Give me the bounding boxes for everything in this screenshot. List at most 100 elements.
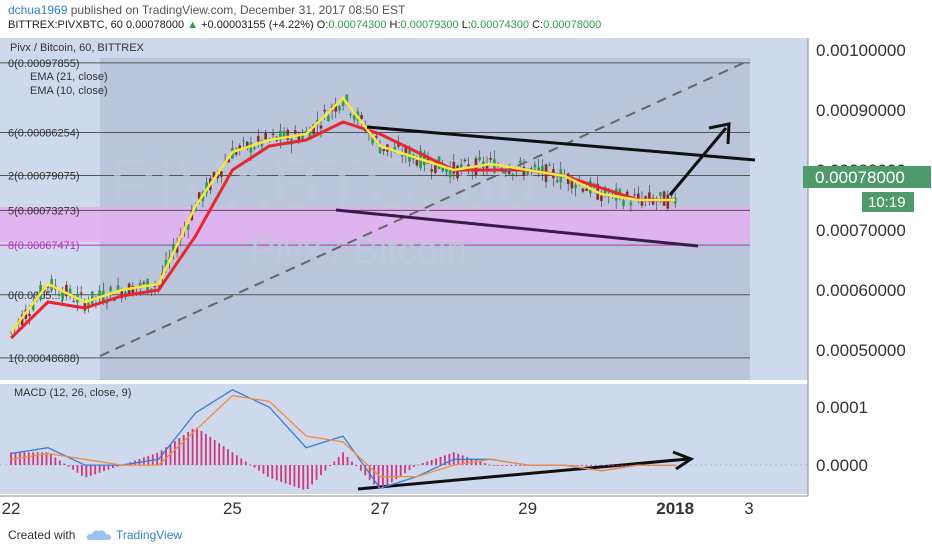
time-tick-label: 27 bbox=[371, 499, 390, 518]
macd-histogram-bar bbox=[45, 452, 48, 466]
chart-header: dchua1969 published on TradingView.com, … bbox=[0, 0, 932, 38]
candle-body bbox=[555, 179, 559, 183]
macd-histogram-bar bbox=[58, 460, 61, 466]
fib-level-label: 1(0.00048688) bbox=[8, 353, 80, 365]
macd-histogram-bar bbox=[32, 452, 35, 466]
candle-body bbox=[529, 167, 533, 169]
candle-body bbox=[87, 302, 90, 306]
macd-histogram-bar bbox=[324, 465, 327, 471]
candle-body bbox=[629, 202, 633, 206]
macd-histogram-bar bbox=[311, 465, 314, 485]
legend-ema21: EMA (21, close) bbox=[30, 71, 108, 83]
legend-ema10: EMA (10, close) bbox=[30, 85, 108, 97]
fib-level-label: 6(0.00086254) bbox=[8, 127, 80, 139]
candle-body bbox=[548, 164, 552, 166]
candle-body bbox=[61, 292, 65, 300]
ema10-line bbox=[10, 96, 676, 333]
publish-line: dchua1969 published on TradingView.com, … bbox=[8, 3, 405, 17]
candle-body bbox=[131, 285, 135, 296]
candle-body bbox=[308, 130, 312, 140]
macd-histogram-bar bbox=[373, 465, 376, 485]
author-link[interactable]: dchua1969 bbox=[8, 3, 68, 17]
macd-histogram-bar bbox=[116, 465, 119, 467]
macd-histogram-bar bbox=[306, 465, 309, 489]
candle-body bbox=[485, 163, 489, 169]
candle-body bbox=[581, 188, 585, 192]
low-label: L: bbox=[461, 19, 471, 31]
macd-histogram-bar bbox=[280, 465, 283, 482]
candle-body bbox=[574, 184, 577, 189]
candle-body bbox=[360, 114, 363, 119]
candle-body bbox=[220, 171, 223, 177]
time-tick-label: 22 bbox=[2, 499, 21, 518]
macd-histogram-bar bbox=[572, 465, 575, 466]
macd-histogram-bar bbox=[435, 458, 437, 466]
macd-histogram-bar bbox=[297, 465, 300, 488]
candle-body bbox=[301, 134, 304, 140]
candle-body bbox=[541, 165, 544, 175]
macd-histogram-bar bbox=[27, 452, 30, 466]
candle-body bbox=[282, 131, 286, 139]
price-tick-label: 0.00070000 bbox=[816, 221, 906, 240]
published-text: published on TradingView.com, December 3… bbox=[70, 3, 406, 17]
signal-line bbox=[10, 394, 676, 478]
macd-histogram-bar bbox=[187, 431, 190, 466]
candle-body bbox=[186, 223, 190, 230]
fib-level-label: 0(0.00097855) bbox=[8, 58, 80, 70]
macd-tick-label: 0.0000 bbox=[816, 456, 868, 475]
candle-body bbox=[371, 136, 374, 144]
macd-histogram-bar bbox=[196, 427, 198, 466]
macd-histogram-bar bbox=[249, 464, 252, 466]
high-value: 0.00079300 bbox=[400, 19, 459, 31]
macd-histogram-bar bbox=[444, 455, 446, 466]
macd-histogram-bar bbox=[439, 456, 442, 466]
candle-body bbox=[422, 152, 426, 166]
candle-body bbox=[434, 161, 437, 173]
candle-body bbox=[622, 200, 625, 207]
last-value: 0.00078000 bbox=[125, 19, 185, 31]
macd-histogram-bar bbox=[483, 463, 486, 466]
candle-body bbox=[245, 141, 249, 149]
candle-body bbox=[518, 160, 522, 163]
candle-body bbox=[90, 291, 94, 304]
macd-histogram-bar bbox=[506, 465, 508, 466]
macd-pane-bg[interactable] bbox=[0, 384, 808, 494]
macd-histogram-bar bbox=[23, 452, 26, 466]
macd-histogram-bar bbox=[510, 465, 513, 466]
change-value: +0.00003155 (+4.22%) bbox=[201, 19, 314, 31]
countdown-tag-bg bbox=[862, 192, 914, 212]
macd-histogram-bar bbox=[368, 465, 371, 480]
candle-body bbox=[493, 159, 496, 173]
candle-body bbox=[533, 164, 537, 168]
macd-histogram-bar bbox=[165, 447, 167, 466]
candle-body bbox=[585, 188, 588, 191]
candle-body bbox=[116, 285, 120, 291]
candle-body bbox=[511, 173, 515, 176]
price-tick-label: 0.00050000 bbox=[816, 341, 906, 360]
close-value: 0.00078000 bbox=[543, 19, 602, 31]
chart-canvas[interactable]: 0(0.00097855) 6(0.00086254) 2(0.00079075) 5… bbox=[0, 38, 932, 520]
legend-title: Pivx / Bitcoin, 60, BITTREX bbox=[10, 42, 145, 54]
macd-histogram-bar bbox=[231, 452, 234, 466]
macd-histogram-bar bbox=[479, 461, 482, 466]
macd-histogram-bar bbox=[191, 428, 194, 466]
footer-brand[interactable]: TradingView bbox=[116, 528, 183, 542]
candle-body bbox=[659, 192, 662, 196]
macd-divergence-arrow bbox=[357, 457, 689, 491]
price-tag-bg bbox=[803, 166, 931, 188]
candle-body bbox=[138, 282, 142, 288]
candle-body bbox=[253, 147, 256, 149]
macd-histogram-bar bbox=[200, 430, 203, 466]
macd-histogram-bar bbox=[244, 461, 247, 466]
candle-body bbox=[644, 196, 647, 200]
macd-histogram-bar bbox=[222, 446, 225, 466]
macd-histogram-bar bbox=[581, 465, 584, 466]
macd-histogram-bar bbox=[213, 440, 216, 466]
trendline-dashed bbox=[99, 59, 751, 357]
macd-histogram-bar bbox=[497, 465, 499, 466]
candle-body bbox=[20, 314, 24, 326]
candle-body bbox=[349, 114, 352, 116]
macd-histogram-bar bbox=[386, 465, 389, 486]
candle-body bbox=[614, 188, 618, 201]
candle-body bbox=[216, 173, 219, 179]
